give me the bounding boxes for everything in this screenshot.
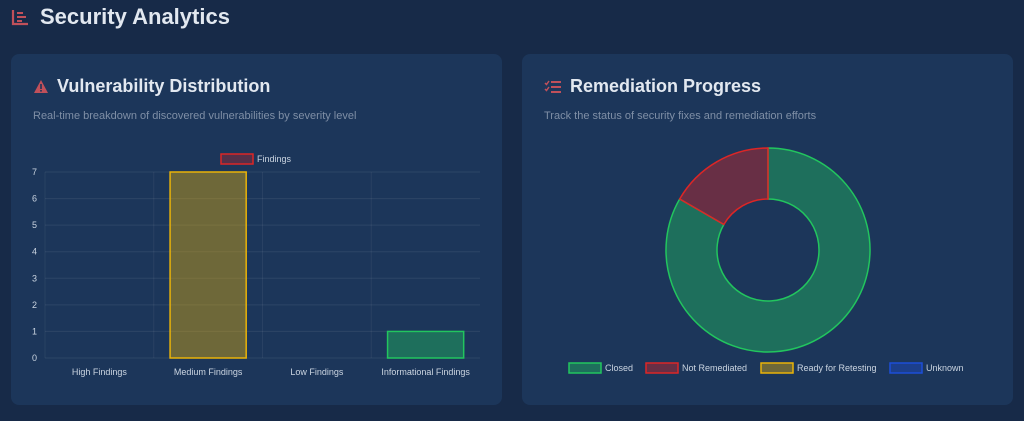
card-subtitle: Track the status of security fixes and r… bbox=[544, 110, 817, 122]
y-tick-label: 1 bbox=[32, 326, 37, 336]
y-tick-label: 7 bbox=[32, 167, 37, 177]
page-title: Security Analytics bbox=[40, 4, 230, 29]
x-tick-label: Informational Findings bbox=[381, 367, 470, 377]
bar bbox=[386, 330, 465, 359]
card-subtitle: Real-time breakdown of discovered vulner… bbox=[33, 110, 357, 122]
card-title: Vulnerability Distribution bbox=[57, 76, 271, 96]
donut-chart: Closed Not Remediated Ready for Retesting U… bbox=[568, 147, 964, 374]
legend-label: Unknown bbox=[926, 363, 964, 373]
legend-swatch bbox=[760, 362, 794, 374]
y-tick-label: 3 bbox=[32, 273, 37, 283]
y-tick-label: 0 bbox=[32, 353, 37, 363]
x-tick-label: Medium Findings bbox=[174, 367, 243, 377]
legend-label: Findings bbox=[257, 154, 292, 164]
legend-label: Not Remediated bbox=[682, 363, 747, 373]
checklist-icon bbox=[544, 80, 561, 93]
bar-chart: 0 1 2 3 4 5 6 7 High Findings Medium Findings Low … bbox=[32, 153, 480, 377]
vulnerability-card: Vulnerability Distribution Real-time bre… bbox=[11, 54, 502, 405]
x-tick-label: High Findings bbox=[72, 367, 128, 377]
y-tick-label: 4 bbox=[32, 247, 37, 257]
donut-slice bbox=[678, 147, 769, 226]
legend-swatch bbox=[220, 153, 254, 165]
legend-label: Closed bbox=[605, 363, 633, 373]
bar bbox=[169, 171, 247, 359]
legend-label: Ready for Retesting bbox=[797, 363, 877, 373]
warning-icon bbox=[34, 80, 48, 93]
legend-swatch bbox=[645, 362, 679, 374]
card-title: Remediation Progress bbox=[570, 76, 762, 96]
page-header: Security Analytics bbox=[10, 4, 230, 30]
x-tick-label: Low Findings bbox=[290, 367, 344, 377]
y-tick-label: 2 bbox=[32, 300, 37, 310]
y-tick-label: 5 bbox=[32, 220, 37, 230]
legend-swatch bbox=[889, 362, 923, 374]
remediation-card: Remediation Progress Track the status of… bbox=[522, 54, 1013, 405]
donut-slice bbox=[665, 147, 871, 353]
y-tick-label: 6 bbox=[32, 194, 37, 204]
legend-swatch bbox=[568, 362, 602, 374]
chart-bar-icon bbox=[11, 10, 28, 26]
